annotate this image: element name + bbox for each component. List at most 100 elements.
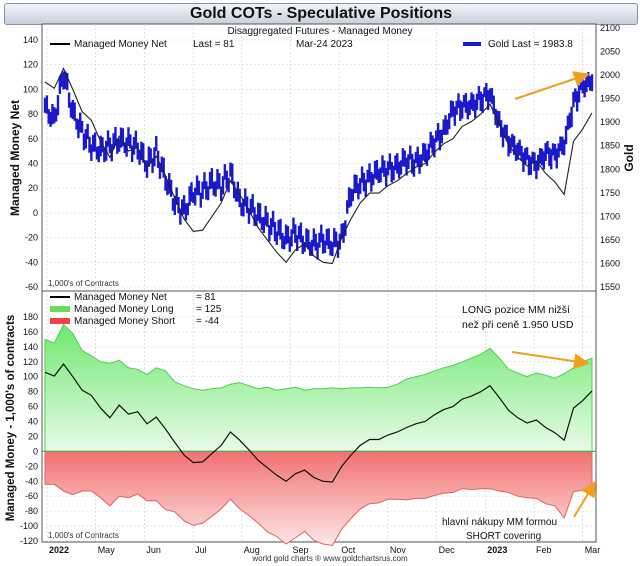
x-tick-label: Mar [585,545,601,555]
gold-price-bar [485,82,488,102]
gold-price-bar [127,127,130,147]
gold-price-bar [438,129,442,151]
gold-price-bar [244,188,247,207]
gold-price-bar [238,188,241,208]
top-right-tick-label: 1900 [600,117,620,127]
gold-price-bar [320,224,323,243]
gold-price-bar [449,100,453,118]
gold-price-bar [97,145,100,163]
bottom-tick-label: 60 [28,402,38,412]
gold-price-bar [468,100,471,116]
top-right-tick-label: 1600 [600,258,620,268]
gold-price-bar [410,153,414,174]
gold-price-bar [99,135,102,157]
area-layer [42,323,596,547]
gold-price-bar [390,161,393,183]
gold-price-bar [205,181,208,200]
gold-price-bar [414,151,418,164]
x-tick-label: Feb [536,545,552,555]
short-area [44,450,593,547]
gold-price-bar [362,172,366,192]
gold-price-bar [153,147,156,167]
gold-price-bar [75,118,78,130]
gold-price-bar [45,95,49,114]
top-right-tick-label: 1800 [600,164,620,174]
gold-price-bar [381,155,384,174]
gold-price-bar [292,217,295,234]
gold-price-bar [231,163,234,184]
gold-price-bar [166,180,169,196]
gold-price-bar [346,200,349,214]
gold-price-bar [193,187,197,206]
gold-price-bar [546,140,549,154]
gold-price-bar [182,195,186,215]
top-ylabel-right: Gold [622,144,636,171]
gold-price-bar [190,182,193,202]
gold-price-bar [271,210,275,228]
top-net-line [44,67,593,265]
tick-labels: 2022 May Jun Jul Aug Sep Oct Nov Dec 2023 Feb Mar 14… [20,23,620,555]
top-right-tick-label: 1550 [600,282,620,292]
gold-price-bar [201,181,204,200]
x-tick-label: May [98,545,116,555]
gold-price-bar [321,233,325,254]
top-right-tick-label: 2000 [600,70,620,80]
gold-price-bar [77,119,80,139]
bottom-tick-label: -20 [25,461,38,471]
gold-price-bar [557,143,560,158]
arrow-long-positions [511,351,590,370]
gold-price-bar [158,163,162,179]
gold-price-bar [375,159,379,180]
gold-price-bar [481,93,484,113]
gold-price-bar [86,123,89,140]
gold-price-bar [379,167,382,183]
gold-price-bar [130,145,134,163]
gold-price-bar [51,103,54,125]
footer-credit: world gold charts ® www.goldchartsrus.co… [251,554,408,563]
top-left-tick-label: -40 [25,257,38,267]
gold-price-bar [119,127,123,148]
gold-price-bar [457,93,460,109]
gold-price-bar [427,143,431,160]
gold-price-bar [288,236,291,252]
gold-price-bar [225,170,228,189]
gold-price-bar [461,101,464,119]
gold-price-bar [43,97,47,113]
gold-price-bar [162,157,165,178]
gold-bars [43,71,594,260]
gold-price-bar [531,151,534,164]
legend-net-label: Managed Money Net [74,39,167,50]
gold-price-bar [524,148,527,165]
gold-price-bar [459,100,462,121]
gold-price-bar [216,169,219,190]
gold-price-bar [464,93,468,113]
gold-price-bar [188,186,191,206]
gold-price-bar [538,148,542,164]
bottom-units-note: 1,000's of Contracts [48,531,119,540]
bottom-legend-net-value: = 81 [196,292,216,303]
gold-price-bar [575,91,579,112]
gold-price-bar [355,174,358,193]
gold-price-bar [132,136,136,155]
gold-price-bar [540,148,544,166]
chart-title: Gold COTs - Speculative Positions [190,5,452,22]
top-ylabel-left: Managed Money Net [8,100,22,216]
gold-price-bar [286,226,290,244]
gold-price-bar [372,173,375,186]
gold-price-bar [47,109,50,124]
bottom-legend-short-label: Managed Money Short [74,316,175,327]
gold-price-bar [258,203,262,224]
gold-price-bar [181,199,184,216]
gold-price-bar [123,142,126,154]
top-right-tick-label: 1650 [600,235,620,245]
annotation-arrows [511,71,597,518]
gold-price-bar [308,241,312,256]
gold-price-bar [470,92,473,110]
bottom-legend-long-swatch [50,306,70,312]
bottom-tick-label: 80 [28,387,38,397]
gold-price-bar [564,125,568,145]
gold-price-bar [453,106,456,126]
gold-price-bar [219,186,223,201]
gold-price-bar [442,119,445,135]
